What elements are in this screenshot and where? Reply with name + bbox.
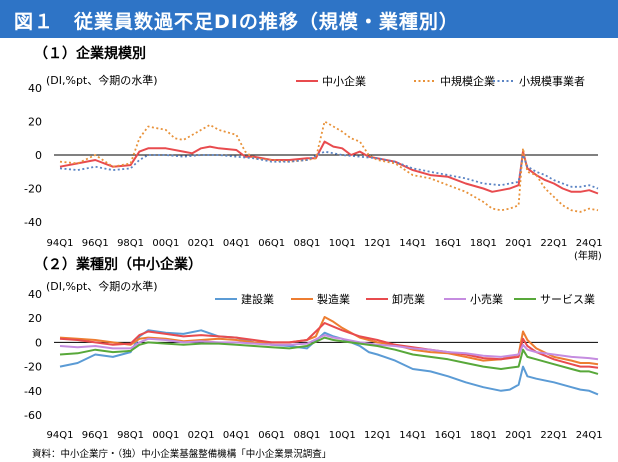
chart2-xtick-label: 18Q1 bbox=[470, 430, 497, 441]
chart1-xtick-label: 24Q1 bbox=[576, 238, 603, 249]
chart1-legend-label-3: 小規模事業者 bbox=[519, 74, 585, 88]
chart2-ytick-label: 40 bbox=[28, 288, 42, 301]
chart1-ytick-label: -20 bbox=[24, 183, 42, 196]
chart1-series-line-1 bbox=[59, 140, 599, 195]
source-note: 資料：中小企業庁・（独）中小企業基盤整備機構「中小企業景況調査」 bbox=[32, 449, 332, 460]
chart2-xtick-label: 14Q1 bbox=[399, 430, 426, 441]
chart1-series-line-3 bbox=[59, 150, 599, 190]
chart1-ytick-label: 40 bbox=[28, 82, 42, 95]
chart2-ytick-label: 20 bbox=[28, 312, 42, 325]
chart1-xtick-label: 22Q1 bbox=[540, 238, 567, 249]
chart1-series-line-2 bbox=[59, 120, 599, 213]
chart2-xtick-label: 16Q1 bbox=[435, 430, 462, 441]
chart2-xtick-label: 12Q1 bbox=[364, 430, 391, 441]
chart2-ytick-label: -60 bbox=[24, 409, 42, 422]
chart1-ytick-label: -40 bbox=[24, 216, 42, 229]
chart1-xtick-label: 04Q1 bbox=[223, 238, 250, 249]
chart2-ytick-label: 0 bbox=[35, 336, 42, 349]
chart1-xtick-label: 96Q1 bbox=[82, 238, 109, 249]
chart1-xtick-label: 02Q1 bbox=[188, 238, 215, 249]
chart1-xtick-label: 08Q1 bbox=[293, 238, 320, 249]
chart1-ytick-label: 0 bbox=[35, 149, 42, 162]
chart1-xtick-label: 12Q1 bbox=[364, 238, 391, 249]
chart2-ytick-label: -20 bbox=[24, 361, 42, 374]
chart2-series-line-1 bbox=[59, 329, 599, 396]
chart2-xtick-label: 04Q1 bbox=[223, 430, 250, 441]
chart1-legend-label-1: 中小企業 bbox=[322, 74, 366, 88]
chart2-xtick-label: 94Q1 bbox=[47, 430, 74, 441]
chart1-xtick-label: 20Q1 bbox=[505, 238, 532, 249]
title-bar: 図１ 従業員数過不足DIの推移（規模・業種別） bbox=[0, 0, 618, 38]
chart1-ytick-label: 20 bbox=[28, 116, 42, 129]
chart2-series-line-4 bbox=[59, 334, 599, 361]
chart2-xtick-label: 24Q1 bbox=[576, 430, 603, 441]
chart2-xtick-label: 06Q1 bbox=[258, 430, 285, 441]
chart1-xtick-label: 06Q1 bbox=[258, 238, 285, 249]
chart2-series-line-3 bbox=[59, 322, 599, 369]
chart2-legend-label-1: 建設業 bbox=[241, 292, 274, 306]
chart1-xtick-label: 98Q1 bbox=[117, 238, 144, 249]
chart2-legend-label-5: サービス業 bbox=[540, 293, 595, 306]
chart1-title: （１）企業規模別 bbox=[34, 46, 146, 62]
chart2-xtick-label: 08Q1 bbox=[293, 430, 320, 441]
chart2-legend-label-2: 製造業 bbox=[317, 292, 350, 306]
chart1-xtick-label: 16Q1 bbox=[435, 238, 462, 249]
chart2-series-line-5 bbox=[59, 336, 599, 375]
chart2-ytick-label: -40 bbox=[24, 385, 42, 398]
chart2-xtick-label: 10Q1 bbox=[329, 430, 356, 441]
chart1-legend-label-2: 中規模企業 bbox=[440, 74, 495, 88]
chart2-legend-label-3: 卸売業 bbox=[392, 292, 425, 306]
chart2-xtick-label: 96Q1 bbox=[82, 430, 109, 441]
figure-title: 図１ 従業員数過不足DIの推移（規模・業種別） bbox=[14, 11, 459, 33]
chart1-xtick-label: 10Q1 bbox=[329, 238, 356, 249]
chart2-xtick-label: 98Q1 bbox=[117, 430, 144, 441]
chart2-xtick-label: 02Q1 bbox=[188, 430, 215, 441]
chart2-title: （２）業種別（中小企業） bbox=[34, 257, 202, 273]
chart2-xtick-label: 00Q1 bbox=[152, 430, 179, 441]
chart1-xtick-label: 18Q1 bbox=[470, 238, 497, 249]
chart1-xtick-label: 14Q1 bbox=[399, 238, 426, 249]
chart2-xtick-label: 20Q1 bbox=[505, 430, 532, 441]
chart2-series-line-2 bbox=[59, 316, 599, 366]
chart2-xtick-label: 22Q1 bbox=[540, 430, 567, 441]
chart1-xtick-label: 94Q1 bbox=[47, 238, 74, 249]
chart1-xaxis-label: (年期) bbox=[574, 249, 602, 262]
chart2-legend-label-4: 小売業 bbox=[470, 293, 503, 306]
chart2-ylabel: (DI,%pt、今期の水準) bbox=[46, 280, 158, 293]
chart1-xtick-label: 00Q1 bbox=[152, 238, 179, 249]
chart1-ylabel: (DI,%pt、今期の水準) bbox=[46, 74, 158, 87]
